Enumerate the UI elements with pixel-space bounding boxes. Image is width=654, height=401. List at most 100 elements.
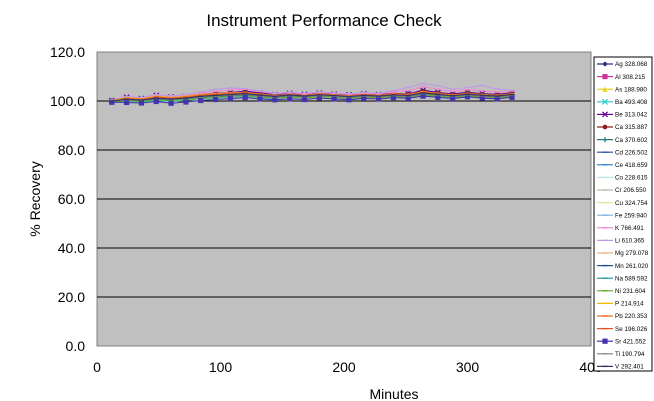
legend-entry: Mg 279.078	[597, 250, 649, 257]
legend-label: Ca 315.887	[615, 124, 648, 131]
legend-entry: Cr 206.550	[597, 187, 647, 194]
y-tick-label: 60.0	[58, 191, 85, 207]
legend-label: Ba 493.408	[615, 99, 648, 106]
legend-label: Ti 190.794	[615, 351, 645, 358]
series-lines	[108, 82, 515, 106]
legend-entry: Ba 493.408	[597, 98, 648, 106]
data-point	[464, 94, 471, 100]
y-tick-label: 40.0	[58, 240, 85, 256]
legend-entry: Ag 328.068	[597, 61, 648, 68]
legend-entry: Ce 418.659	[597, 162, 648, 169]
legend-marker	[602, 124, 608, 130]
series-line	[111, 92, 513, 102]
legend-label: K 766.491	[615, 225, 644, 232]
legend-label: Se 196.026	[615, 326, 648, 333]
legend-entry: Mn 261.020	[597, 263, 649, 270]
legend-label: As 188.980	[615, 86, 647, 93]
data-point	[405, 95, 411, 101]
legend-entry: Ca 370.602	[597, 137, 648, 144]
data-point	[109, 99, 115, 105]
data-point	[331, 96, 337, 102]
data-point	[316, 95, 322, 101]
data-point	[435, 94, 441, 100]
data-point	[198, 97, 204, 104]
legend-label: Mn 261.020	[615, 263, 649, 270]
legend-entry: Ni 231.604	[597, 288, 646, 295]
x-tick-label: 300	[456, 359, 480, 375]
data-point	[153, 98, 159, 105]
y-tick-label: 20.0	[58, 289, 85, 305]
legend-label: Na 589.592	[615, 275, 648, 282]
legend-marker	[602, 338, 608, 344]
data-point	[183, 99, 189, 105]
y-tick-label: 100.0	[50, 93, 85, 109]
series-25	[109, 92, 515, 102]
legend-entry: Cd 226.502	[597, 149, 648, 156]
data-point	[479, 95, 485, 101]
data-point	[257, 96, 263, 102]
data-point	[212, 96, 219, 103]
legend-label: Ce 418.659	[615, 162, 648, 169]
legend-entry: Ca 315.887	[597, 124, 648, 131]
legend-label: Cr 206.550	[615, 187, 647, 194]
legend-label: Fe 259.940	[615, 212, 647, 219]
legend-entry: Sr 421.552	[597, 338, 646, 345]
legend-label: Ca 370.602	[615, 137, 648, 144]
legend-label: Co 228.615	[615, 175, 648, 182]
legend-entry: Pb 220.353	[597, 313, 648, 320]
data-point	[375, 96, 382, 102]
legend-label: P 214.914	[615, 301, 644, 308]
data-point	[494, 96, 500, 102]
legend-entry: Fe 259.940	[597, 212, 647, 219]
legend-entry: Se 196.026	[597, 326, 648, 333]
legend-label: Ag 328.068	[615, 61, 648, 68]
legend-marker	[601, 111, 609, 118]
legend-entry: Cu 324.754	[597, 200, 648, 207]
legend: Ag 328.068 Al 308.215 As 188.980 Ba 493.408…	[593, 56, 653, 372]
y-axis-ticks: 0.0 20.0 40.0 60.0 80.0 100.0 120.0	[50, 44, 85, 354]
data-point	[390, 94, 396, 101]
y-tick-label: 120.0	[50, 44, 85, 60]
legend-entry: Ti 190.794	[597, 351, 645, 358]
data-point	[450, 95, 456, 102]
data-point	[346, 97, 352, 103]
legend-box	[593, 56, 653, 372]
data-point	[168, 100, 174, 106]
y-axis-title: % Recovery	[27, 161, 43, 236]
x-tick-label: 200	[332, 359, 356, 375]
legend-marker	[601, 98, 609, 105]
legend-marker	[602, 137, 608, 143]
legend-entry: Na 589.592	[597, 275, 648, 282]
data-point	[138, 100, 145, 106]
series-23	[109, 93, 515, 106]
legend-entry: Be 313.042	[597, 111, 648, 119]
chart-title: Instrument Performance Check	[206, 11, 442, 30]
series-line	[111, 94, 513, 103]
legend-marker	[602, 74, 608, 80]
legend-entry: Co 228.615	[597, 175, 648, 182]
y-tick-label: 80.0	[58, 142, 85, 158]
data-point	[301, 96, 308, 103]
legend-label: Mg 279.078	[615, 250, 649, 257]
series-line	[111, 95, 513, 104]
x-axis-ticks: 0 100 200 300 400	[93, 359, 603, 375]
legend-label: V 292.401	[615, 364, 644, 371]
legend-marker	[602, 86, 608, 92]
x-axis-title: Minutes	[369, 386, 418, 401]
data-point	[287, 96, 293, 102]
data-point	[272, 97, 278, 103]
data-point	[509, 94, 515, 100]
legend-marker	[602, 61, 608, 67]
series-line	[111, 83, 513, 101]
legend-label: Li 610.365	[615, 238, 645, 245]
legend-entry: P 214.914	[597, 301, 644, 308]
legend-label: Ni 231.604	[615, 288, 646, 295]
legend-entry: Al 308.215	[597, 74, 646, 81]
series-15	[109, 82, 515, 101]
legend-label: Be 313.042	[615, 112, 648, 119]
legend-label: Pb 220.353	[615, 313, 648, 320]
y-tick-label: 0.0	[66, 338, 86, 354]
data-point	[242, 94, 248, 101]
legend-label: Sr 421.552	[615, 338, 646, 345]
